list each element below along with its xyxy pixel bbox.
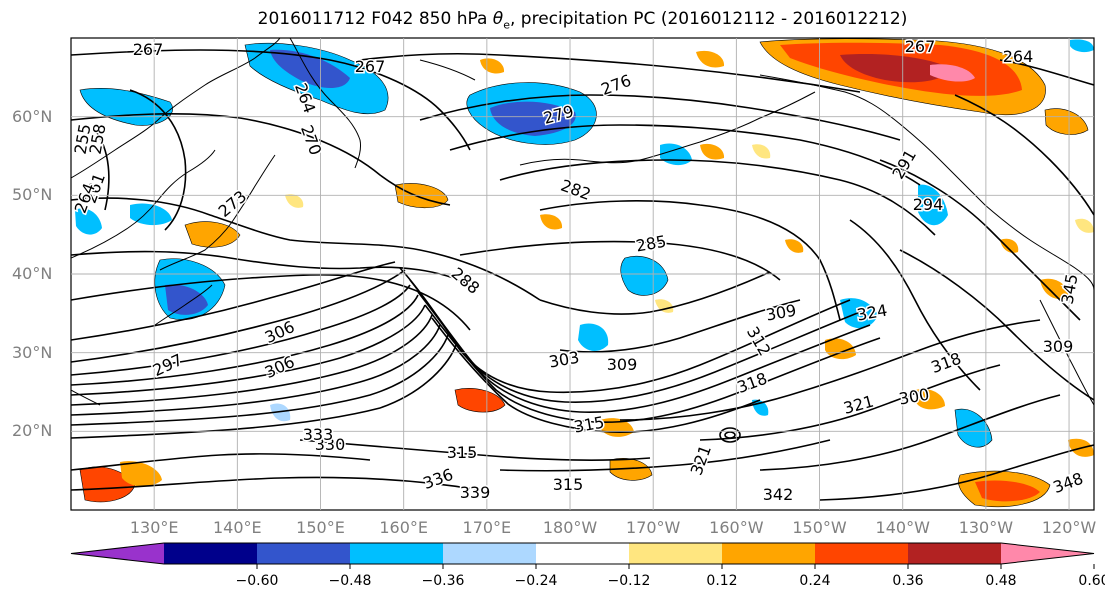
colorbar-segment — [815, 543, 909, 564]
colorbar-tick-label: 0.36 — [892, 573, 924, 589]
contour-label: 270 — [297, 123, 325, 158]
contour-label: 273 — [215, 187, 251, 221]
contour-label: 309 — [607, 355, 638, 374]
colorbar-segment — [350, 543, 444, 564]
contour-label: 330 — [315, 435, 346, 454]
longitude-label: 150°E — [296, 518, 345, 537]
contour-label: 324 — [855, 301, 888, 325]
colorbar-segment — [443, 543, 537, 564]
longitude-label: 160°W — [709, 518, 764, 537]
contour-label: 285 — [634, 232, 667, 256]
colorbar-segment — [908, 543, 1002, 564]
contour-label: 315 — [447, 443, 478, 462]
longitude-label: 150°W — [792, 518, 847, 537]
colorbar-segment — [536, 543, 630, 564]
contour-label: 288 — [448, 264, 484, 298]
latitude-label: 40°N — [12, 264, 53, 283]
contour-label: 342 — [763, 485, 794, 504]
longitude-label: 140°E — [213, 518, 262, 537]
contour-label: 348 — [1051, 469, 1086, 497]
colorbar-tick-label: −0.36 — [421, 573, 465, 589]
latitude-label: 30°N — [12, 342, 53, 362]
contour-label: 306 — [262, 317, 298, 347]
longitude-label: 170°E — [462, 518, 512, 537]
colorbar — [70, 542, 1095, 569]
contour-label: 306 — [262, 352, 298, 382]
contour-label: 321 — [841, 392, 875, 418]
colorbar-tick-label: 0.12 — [706, 573, 738, 589]
contour-label: 312 — [743, 323, 775, 359]
contour-label: 264 — [1003, 47, 1034, 66]
contour-label: 294 — [913, 195, 944, 214]
contour-label: 318 — [735, 369, 770, 397]
colorbar-segment — [722, 543, 816, 564]
latitude-label: 50°N — [12, 185, 53, 205]
colorbar-outline — [70, 542, 1095, 565]
contour-label: 309 — [1043, 337, 1074, 356]
colorbar-segment — [71, 543, 164, 564]
map-title: 2016011712 F042 850 hPa θe, precipitatio… — [257, 9, 908, 32]
colorbar-tick-label: −0.12 — [607, 573, 651, 589]
colorbar-segment — [629, 543, 723, 564]
contour-label: 291 — [888, 146, 920, 182]
contour-label: 267 — [905, 37, 936, 56]
contour-label: 267 — [355, 57, 386, 76]
colorbar-tick-label: −0.24 — [514, 573, 558, 589]
colorbar-segment — [257, 543, 351, 564]
contour-label: 339 — [460, 483, 491, 502]
colorbar-tick-label: 0.60 — [1078, 573, 1105, 589]
contour-label: 315 — [572, 413, 605, 437]
contour-label: 333 — [303, 425, 334, 444]
longitude-label: 140°W — [875, 518, 930, 537]
contour-label: 282 — [558, 176, 593, 204]
longitude-label: 180°W — [542, 518, 598, 537]
contour-label: 309 — [764, 301, 797, 325]
longitude-label: 130°W — [958, 518, 1014, 537]
latitude-label: 60°N — [12, 106, 53, 126]
contour-label: 264 — [71, 181, 99, 216]
contour-label: 321 — [687, 443, 715, 478]
colorbar-segment — [1001, 543, 1094, 564]
colorbar-tick-label: 0.24 — [799, 573, 831, 589]
contour-label: 345 — [1058, 272, 1082, 305]
contour-label: 315 — [553, 475, 584, 494]
contour-label: 267 — [133, 40, 164, 59]
theta-e-contours — [71, 49, 1094, 501]
contour-label: 276 — [599, 71, 634, 99]
contour-label: 336 — [421, 465, 456, 493]
longitude-label: 130°E — [129, 518, 179, 537]
contour-label: 303 — [547, 348, 580, 372]
colorbar-tick-label: 0.48 — [985, 573, 1017, 589]
colorbar-tick-label: −0.48 — [328, 573, 372, 589]
graticule — [71, 38, 1094, 510]
colorbar-segment — [164, 543, 258, 564]
longitude-label: 120°W — [1041, 518, 1097, 537]
latitude-label: 20°N — [12, 421, 53, 441]
longitude-label: 170°W — [626, 518, 681, 537]
colorbar-tick-label: −0.60 — [235, 573, 279, 589]
longitude-label: 160°E — [379, 518, 428, 537]
